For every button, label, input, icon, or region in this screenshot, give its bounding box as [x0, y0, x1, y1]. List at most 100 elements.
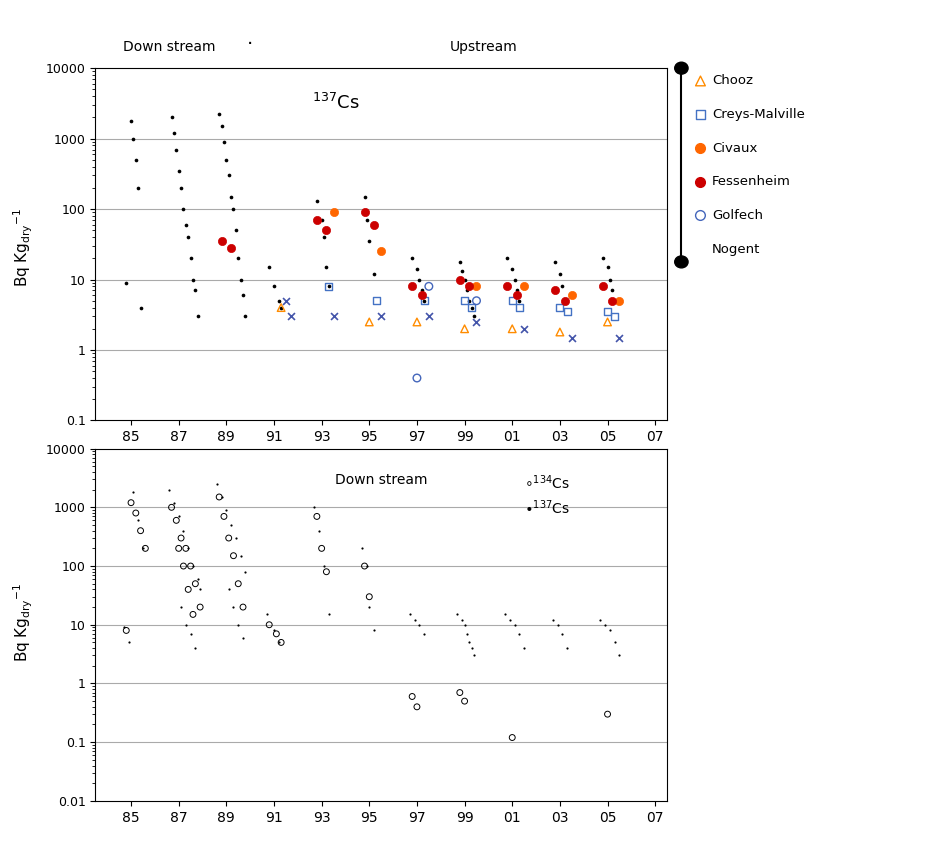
Point [132, 301, 148, 314]
Point [273, 301, 288, 314]
Point [606, 636, 622, 649]
Point [466, 309, 482, 323]
Point [235, 601, 250, 614]
Point [599, 305, 614, 319]
Point [592, 613, 607, 627]
Point [169, 514, 184, 527]
Text: $^{137}$Cs: $^{137}$Cs [311, 93, 359, 113]
Point [321, 607, 336, 621]
Point [599, 707, 614, 721]
Point [180, 542, 196, 556]
Point [464, 642, 479, 655]
Point [407, 613, 422, 627]
Point [118, 276, 133, 290]
Point [307, 500, 322, 514]
Point [261, 618, 276, 631]
Text: Golfech: Golfech [711, 209, 763, 222]
Point [166, 126, 181, 140]
Point [366, 218, 381, 232]
Point [221, 583, 236, 596]
Point [235, 631, 250, 645]
Point [311, 524, 327, 538]
Point [413, 288, 428, 302]
Point [504, 262, 519, 276]
Point [451, 255, 466, 268]
Point [516, 642, 531, 655]
Point [223, 190, 238, 204]
Point [602, 273, 617, 286]
Point [594, 251, 609, 265]
Point [170, 509, 186, 523]
Point [606, 294, 622, 308]
Point [516, 279, 531, 293]
Point [554, 279, 569, 293]
Point [456, 294, 471, 308]
Point [449, 607, 465, 621]
Text: Chooz: Chooz [711, 74, 752, 88]
Point [308, 509, 324, 523]
Point [318, 261, 333, 274]
Point [416, 627, 431, 641]
Point [461, 279, 476, 293]
Point [180, 230, 196, 244]
Point [454, 613, 469, 627]
Point [554, 627, 569, 641]
Point [602, 624, 617, 637]
Point [511, 301, 526, 314]
Point [356, 190, 371, 204]
Point [359, 559, 374, 573]
Point [546, 255, 562, 268]
Point [508, 284, 524, 297]
Point [599, 315, 614, 329]
Point [499, 279, 514, 293]
Point [273, 301, 288, 314]
Point [161, 483, 176, 497]
Point [189, 309, 205, 323]
Point [604, 284, 619, 297]
Point [230, 577, 246, 590]
Point [461, 636, 476, 649]
Point [779, 49, 794, 62]
Point [173, 531, 188, 544]
Point [218, 153, 233, 167]
Point [221, 169, 236, 182]
Point [408, 262, 424, 276]
Point [173, 181, 188, 194]
Point [468, 294, 484, 308]
Point [185, 607, 200, 621]
Point [366, 268, 381, 281]
Point [611, 331, 626, 344]
Point [779, 14, 794, 28]
Point [218, 504, 233, 517]
Point [270, 294, 286, 308]
Point [318, 565, 333, 579]
Point [230, 618, 246, 631]
Point [178, 618, 193, 631]
Point [502, 613, 517, 627]
Point [266, 624, 282, 637]
Point [313, 213, 328, 227]
Point [226, 601, 241, 614]
Point [123, 114, 138, 128]
Point [551, 301, 566, 314]
Point [354, 542, 369, 556]
Point [308, 194, 324, 208]
Point [373, 309, 388, 323]
Point [356, 205, 371, 219]
Point [261, 261, 276, 274]
Point [516, 322, 531, 336]
Point [137, 542, 152, 556]
Point [361, 590, 376, 603]
Point [270, 636, 286, 649]
Point [361, 601, 376, 614]
Point [611, 648, 626, 662]
Point [404, 279, 419, 293]
Point [468, 279, 484, 293]
Point [366, 624, 381, 637]
Point [268, 627, 284, 641]
Point [456, 618, 471, 631]
Point [213, 234, 228, 248]
Point [411, 618, 426, 631]
Point [126, 132, 141, 146]
Point [226, 202, 241, 216]
